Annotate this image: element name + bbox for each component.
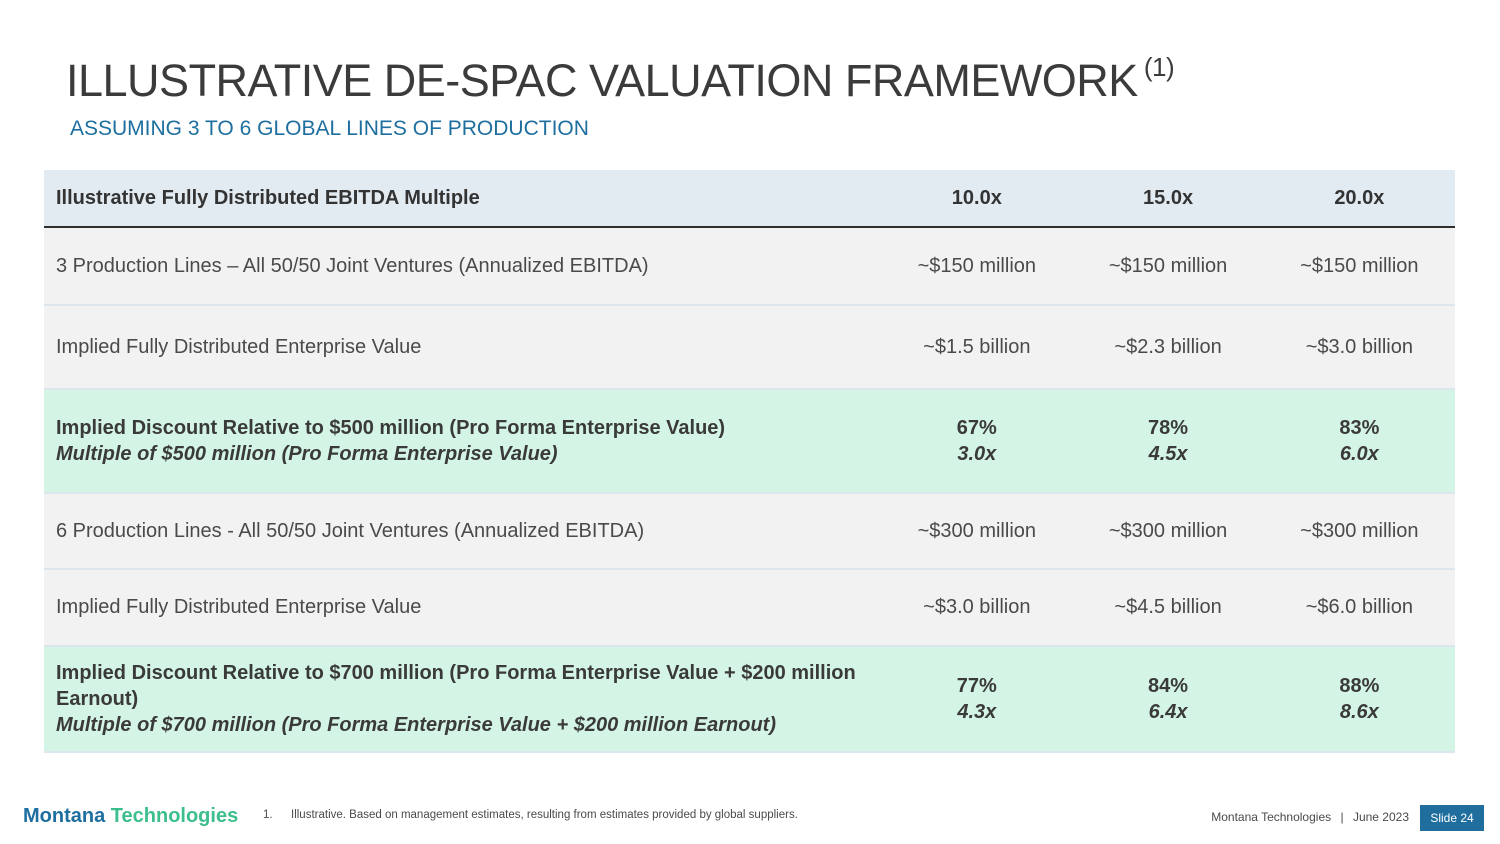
row-value: ~$150 million	[1263, 227, 1455, 306]
page-title-text: ILLUSTRATIVE DE-SPAC VALUATION FRAMEWORK	[66, 55, 1138, 106]
row-value: ~$300 million	[1072, 493, 1264, 570]
discount-value: 77%	[956, 675, 997, 697]
row-value-cell: 77% 4.3x	[881, 646, 1073, 753]
multiple-value: 4.5x	[1148, 443, 1188, 465]
multiple-value: 6.4x	[1148, 701, 1188, 723]
table-row: 6 Production Lines - All 50/50 Joint Ven…	[44, 493, 1455, 570]
row-label: 3 Production Lines – All 50/50 Joint Ven…	[44, 227, 882, 306]
row-value: ~$150 million	[881, 227, 1073, 306]
row-value: ~$3.0 billion	[881, 569, 1073, 647]
row-value: ~$2.3 billion	[1072, 305, 1264, 390]
row-value: ~$1.5 billion	[881, 305, 1073, 390]
multiple-value: 6.0x	[1339, 443, 1379, 465]
header-label: Illustrative Fully Distributed EBITDA Mu…	[44, 170, 882, 228]
discount-value: 78%	[1148, 417, 1189, 439]
slide-number-badge: Slide 24	[1420, 805, 1484, 831]
discount-value: 67%	[956, 417, 997, 439]
row-value-cell: 83% 6.0x	[1263, 389, 1455, 494]
row-value-cell: 84% 6.4x	[1072, 646, 1264, 753]
header-multiple-10x: 10.0x	[881, 170, 1073, 228]
page-subtitle: ASSUMING 3 TO 6 GLOBAL LINES OF PRODUCTI…	[70, 117, 589, 140]
table-row: Implied Fully Distributed Enterprise Val…	[44, 305, 1455, 390]
row-sublabel: Multiple of $500 million (Pro Forma Ente…	[56, 443, 558, 465]
row-value: ~$150 million	[1072, 227, 1264, 306]
footer-meta: Montana Technologies | June 2023	[1211, 810, 1409, 824]
table-row: 3 Production Lines – All 50/50 Joint Ven…	[44, 227, 1455, 306]
row-value: ~$6.0 billion	[1263, 569, 1455, 647]
discount-value: 88%	[1339, 675, 1380, 697]
row-label-cell: Implied Discount Relative to $500 millio…	[44, 389, 882, 494]
logo-word-montana: Montana	[23, 805, 106, 827]
row-label: 6 Production Lines - All 50/50 Joint Ven…	[44, 493, 882, 570]
row-label: Implied Discount Relative to $500 millio…	[56, 417, 726, 439]
valuation-table: Illustrative Fully Distributed EBITDA Mu…	[44, 170, 1455, 753]
row-label-cell: Implied Discount Relative to $700 millio…	[44, 646, 882, 753]
row-value-cell: 88% 8.6x	[1263, 646, 1455, 753]
footer-date: June 2023	[1352, 810, 1409, 824]
table-row: Implied Fully Distributed Enterprise Val…	[44, 569, 1455, 647]
footer-company: Montana Technologies	[1211, 810, 1332, 824]
header-multiple-15x: 15.0x	[1072, 170, 1264, 228]
highlight-row: Implied Discount Relative to $500 millio…	[44, 389, 1455, 494]
row-value: ~$300 million	[881, 493, 1073, 570]
table-header-row: Illustrative Fully Distributed EBITDA Mu…	[44, 170, 1455, 228]
logo-word-technologies: Technologies	[110, 805, 239, 827]
row-value: ~$4.5 billion	[1072, 569, 1264, 647]
row-value-cell: 78% 4.5x	[1072, 389, 1264, 494]
row-value: ~$3.0 billion	[1263, 305, 1455, 390]
multiple-value: 3.0x	[957, 443, 997, 465]
discount-value: 83%	[1339, 417, 1380, 439]
discount-value: 84%	[1148, 675, 1189, 697]
header-multiple-20x: 20.0x	[1263, 170, 1455, 228]
title-footnote-marker: (1)	[1143, 52, 1175, 82]
page-title: ILLUSTRATIVE DE-SPAC VALUATION FRAMEWORK…	[66, 52, 1175, 107]
footer-separator: |	[1340, 810, 1344, 824]
row-label: Implied Fully Distributed Enterprise Val…	[44, 569, 882, 647]
company-logo: Montana Technologies	[23, 805, 238, 828]
row-label: Implied Fully Distributed Enterprise Val…	[44, 305, 882, 390]
highlight-row: Implied Discount Relative to $700 millio…	[44, 646, 1455, 753]
footnote-number: 1.	[263, 809, 273, 821]
row-sublabel: Multiple of $700 million (Pro Forma Ente…	[56, 714, 776, 736]
multiple-value: 4.3x	[957, 701, 997, 723]
row-label: Implied Discount Relative to $700 millio…	[56, 662, 856, 710]
row-value: ~$300 million	[1263, 493, 1455, 570]
row-value-cell: 67% 3.0x	[881, 389, 1073, 494]
multiple-value: 8.6x	[1339, 701, 1379, 723]
footnote-text: Illustrative. Based on management estima…	[291, 809, 798, 821]
